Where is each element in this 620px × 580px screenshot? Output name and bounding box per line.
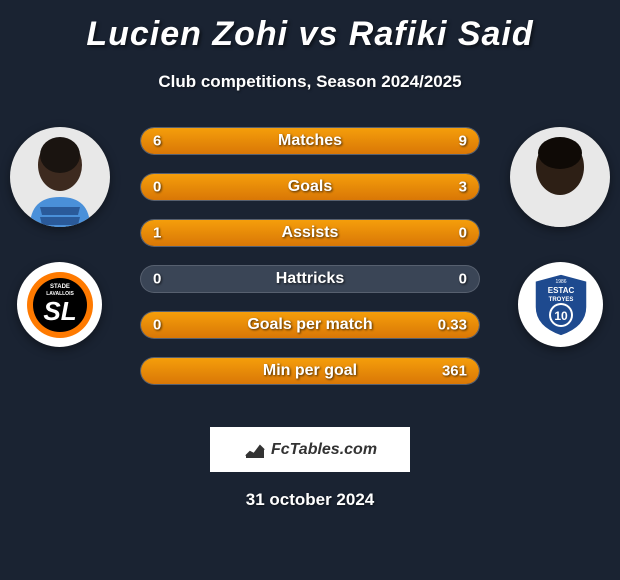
stat-label: Matches <box>141 132 479 150</box>
stat-row: 1Assists0 <box>140 219 480 247</box>
stat-label: Goals <box>141 178 479 196</box>
team-right-label: ESTAC <box>547 286 574 295</box>
stat-label: Goals per match <box>141 316 479 334</box>
stat-value-right: 361 <box>442 363 467 380</box>
player-silhouette-right <box>510 127 610 227</box>
team-logo-right: 1986 ESTAC TROYES 10 <box>518 262 603 347</box>
team-left-initials: SL <box>43 296 76 326</box>
main-comparison-area: STADE LAVALLOIS SL 1986 ESTAC TROYES 10 … <box>0 127 620 407</box>
stat-value-right: 3 <box>459 179 467 196</box>
stat-label: Min per goal <box>141 362 479 380</box>
stat-row: 6Matches9 <box>140 127 480 155</box>
stat-label: Hattricks <box>141 270 479 288</box>
comparison-title: Lucien Zohi vs Rafiki Said <box>0 15 620 54</box>
infographic-container: Lucien Zohi vs Rafiki Said Club competit… <box>0 0 620 580</box>
team-right-sublabel: TROYES <box>548 297 573 303</box>
stat-bars-container: 6Matches90Goals31Assists00Hattricks00Goa… <box>140 127 480 403</box>
branding-text: FcTables.com <box>271 441 377 459</box>
player-photo-right <box>510 127 610 227</box>
stat-value-right: 0 <box>459 225 467 242</box>
stat-row: 0Hattricks0 <box>140 265 480 293</box>
date-text: 31 october 2024 <box>0 490 620 510</box>
player-photo-left <box>10 127 110 227</box>
stat-value-right: 0.33 <box>438 317 467 334</box>
player-silhouette-left <box>10 127 110 227</box>
stat-row: Min per goal361 <box>140 357 480 385</box>
team-right-number: 10 <box>554 309 568 323</box>
stat-row: 0Goals per match0.33 <box>140 311 480 339</box>
branding-box: FcTables.com <box>210 427 410 472</box>
stat-value-right: 9 <box>459 133 467 150</box>
stat-value-right: 0 <box>459 271 467 288</box>
season-subtitle: Club competitions, Season 2024/2025 <box>0 72 620 92</box>
stat-label: Assists <box>141 224 479 242</box>
team-left-name-top: STADE <box>50 284 70 290</box>
team-logo-left: STADE LAVALLOIS SL <box>17 262 102 347</box>
team-right-year: 1986 <box>555 279 566 285</box>
stat-row: 0Goals3 <box>140 173 480 201</box>
